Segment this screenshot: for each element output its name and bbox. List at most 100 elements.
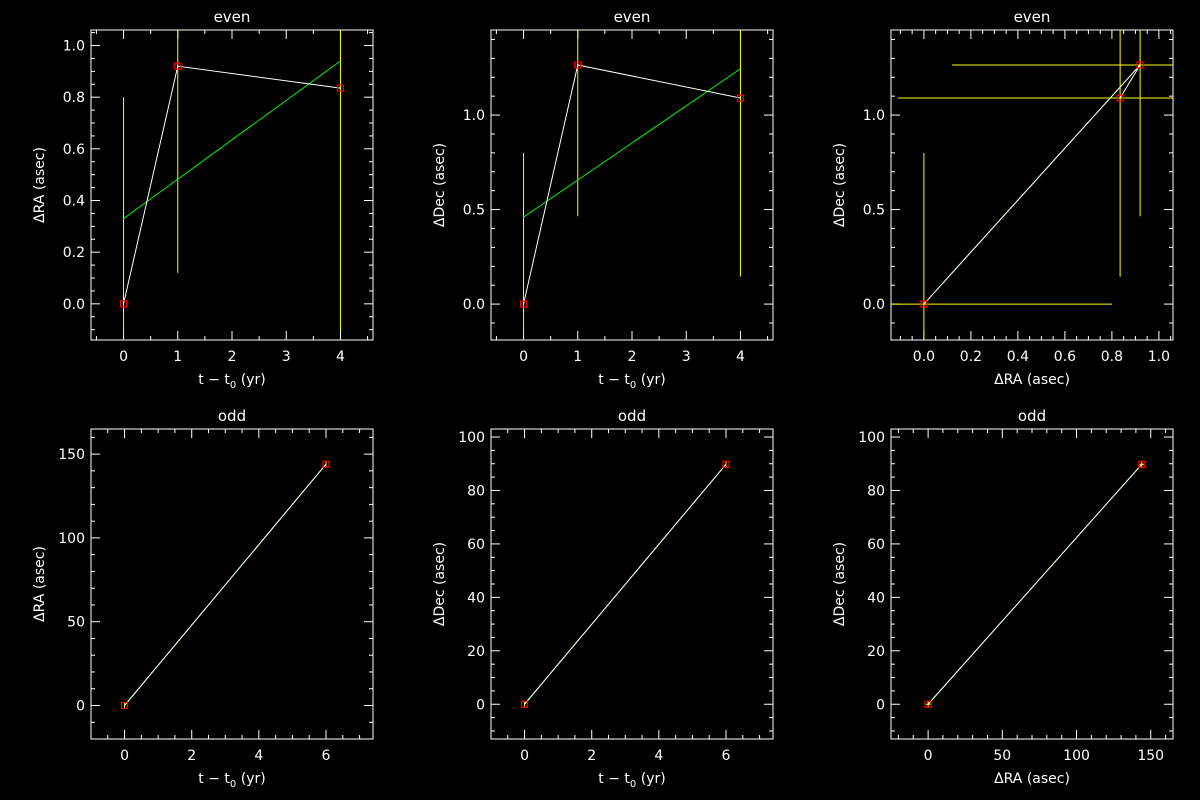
y-tick-label: 20 (467, 644, 485, 660)
fit-line (523, 68, 741, 218)
x-tick-label: 2 (628, 349, 637, 365)
y-tick-label: 0.4 (63, 194, 85, 210)
y-axis-label: ΔDec (asec) (832, 143, 848, 227)
x-axis-label-subscript: 0 (230, 380, 236, 391)
data-point (736, 94, 745, 102)
y-tick-label: 150 (58, 447, 85, 463)
data-point (519, 300, 528, 308)
plot-area (891, 30, 1173, 340)
panel-title: odd (1018, 407, 1046, 425)
data-point (119, 300, 128, 308)
y-tick-label: 0.5 (863, 203, 885, 219)
x-tick-label: 0 (120, 748, 129, 764)
data-point (924, 700, 932, 708)
y-tick-label: 20 (867, 644, 885, 660)
panel-title: even (214, 8, 251, 26)
data-line (123, 65, 341, 304)
y-tick-label: 0.0 (863, 297, 885, 313)
x-axis-label: ΔRA (asec) (994, 771, 1070, 787)
y-tick-label: 1.0 (63, 39, 85, 55)
data-point (722, 460, 730, 468)
x-tick-label: 0 (924, 748, 933, 764)
y-tick-label: 1.0 (463, 108, 485, 124)
data-point (920, 300, 928, 308)
x-axis-label-main: t − t (198, 771, 230, 787)
x-axis-label-suffix: (yr) (636, 372, 665, 388)
x-tick-label: 6 (722, 748, 731, 764)
y-tick-label: 0.5 (463, 203, 485, 219)
x-tick-label: 2 (587, 748, 596, 764)
x-axis-label-suffix: (yr) (636, 771, 665, 787)
x-axis-label: t − t0 (yr) (598, 771, 665, 790)
x-tick-label: 3 (282, 349, 291, 365)
y-tick-label: 1.0 (863, 108, 885, 124)
x-tick-label: 4 (654, 748, 663, 764)
panel-3: 0.0 0.2 0.4 0.6 0.8 1.0 0.0 0.5 1.0 even ΔRA (asec… (832, 8, 1174, 388)
y-axis-label: ΔDec (asec) (832, 542, 848, 626)
y-tick-label: 80 (867, 483, 885, 499)
y-axis-label: ΔRA (asec) (32, 546, 48, 622)
x-axis-label: t − t0 (yr) (198, 771, 265, 790)
panel-title: odd (618, 407, 646, 425)
y-tick-label: 100 (858, 430, 885, 446)
y-tick-label: 50 (67, 615, 85, 631)
x-axis-label-main: t − t (198, 372, 230, 388)
data-point (574, 61, 582, 69)
y-tick-label: 0.0 (63, 297, 85, 313)
panel-title: even (1014, 8, 1051, 26)
y-tick-label: 0.0 (463, 297, 485, 313)
x-tick-label: 1.0 (1148, 349, 1170, 365)
y-tick-label: 0.8 (63, 90, 85, 106)
x-tick-label: 0.2 (960, 349, 982, 365)
x-tick-label: 4 (336, 349, 345, 365)
x-tick-label: 0.6 (1054, 349, 1076, 365)
y-tick-label: 100 (58, 531, 85, 547)
x-axis-label-suffix: (yr) (236, 372, 265, 388)
x-tick-label: 1 (173, 349, 182, 365)
y-tick-label: 100 (458, 430, 485, 446)
panel-title: even (614, 8, 651, 26)
x-tick-label: 1 (573, 349, 582, 365)
x-axis-label-main: t − t (598, 771, 630, 787)
x-axis-label-main: t − t (598, 372, 630, 388)
x-tick-label: 150 (1137, 748, 1164, 764)
y-tick-label: 60 (867, 537, 885, 553)
x-tick-label: 0 (519, 349, 528, 365)
y-tick-label: 0.2 (63, 245, 85, 261)
x-tick-label: 0.0 (913, 349, 935, 365)
x-axis-label-subscript: 0 (630, 779, 636, 790)
data-line (927, 463, 1143, 705)
x-tick-label: 100 (1063, 748, 1090, 764)
data-point (520, 700, 529, 708)
x-axis-label: t − t0 (yr) (198, 372, 265, 391)
panel-6: 0 50 100 150 0 20 40 60 80 100 odd ΔRA (asec) ΔDec (… (832, 407, 1174, 787)
y-axis-label: ΔDec (asec) (432, 143, 448, 227)
plot-area (520, 460, 730, 708)
y-axis-label: ΔRA (asec) (32, 147, 48, 223)
y-tick-label: 40 (467, 590, 485, 606)
data-point (336, 84, 345, 92)
panel-title: odd (218, 407, 246, 425)
plot-area (120, 460, 330, 710)
x-axis-label-subscript: 0 (230, 779, 236, 790)
data-point (174, 62, 182, 70)
x-tick-label: 2 (228, 349, 237, 365)
panel-1: 0 1 2 3 4 0.0 0.2 0.4 0.6 0.8 1.0 even t − t0 (yr) ΔR… (32, 8, 374, 391)
x-tick-label: 0.8 (1101, 349, 1123, 365)
data-line (524, 463, 727, 705)
y-tick-label: 0.6 (63, 142, 85, 158)
y-tick-label: 0 (76, 698, 85, 714)
data-point (1116, 94, 1124, 102)
y-tick-label: 0 (876, 697, 885, 713)
plot-frame (890, 29, 1174, 341)
y-tick-label: 40 (867, 590, 885, 606)
x-axis-label: t − t0 (yr) (598, 372, 665, 391)
x-tick-label: 3 (682, 349, 691, 365)
data-line (923, 64, 1141, 305)
plot-area (119, 30, 345, 340)
y-tick-label: 80 (467, 483, 485, 499)
x-axis-label-subscript: 0 (630, 380, 636, 391)
plot-area (519, 30, 745, 340)
